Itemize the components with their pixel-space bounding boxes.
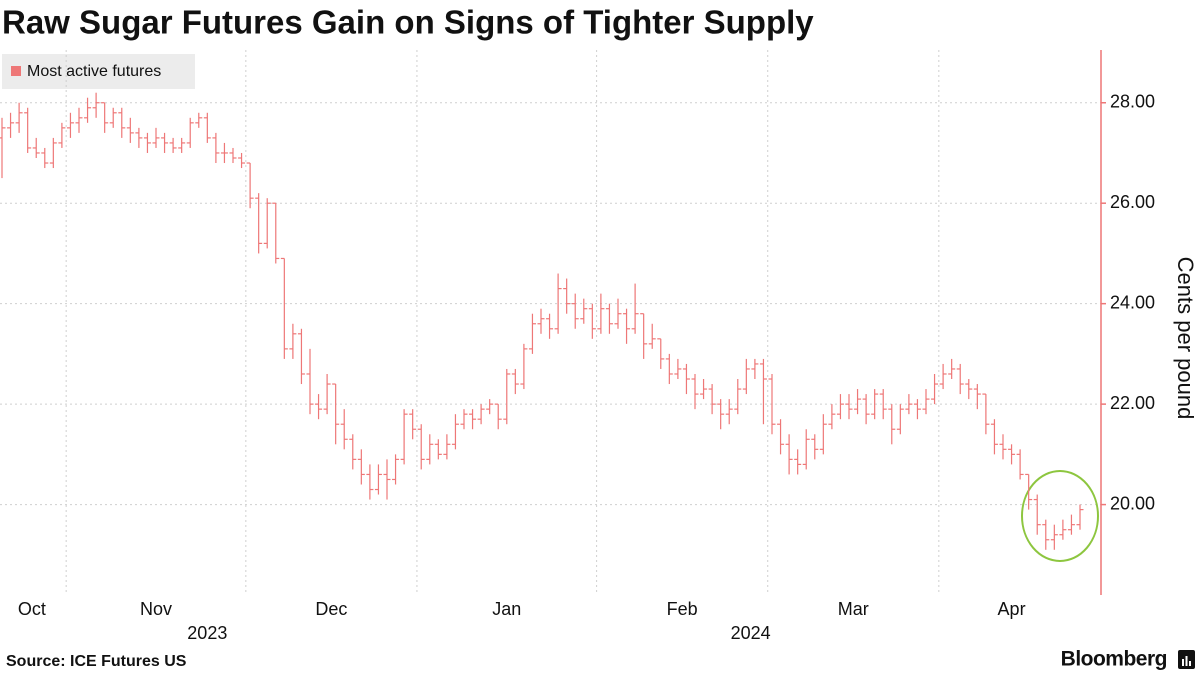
y-tick-label: 20.00 (1110, 493, 1155, 513)
y-tick-label: 24.00 (1110, 292, 1155, 312)
x-tick-label: Jan (492, 599, 521, 619)
year-label: 2024 (731, 623, 771, 643)
y-tick-label: 28.00 (1110, 91, 1155, 111)
x-tick-label: Nov (140, 599, 172, 619)
x-tick-label: Apr (998, 599, 1026, 619)
brand: Bloomberg (1061, 648, 1167, 671)
legend-label: Most active futures (27, 63, 161, 80)
y-tick-label: 22.00 (1110, 393, 1155, 413)
x-tick-label: Oct (18, 599, 46, 619)
brand-icon (1178, 650, 1195, 669)
x-tick-label: Dec (315, 599, 347, 619)
y-tick-label: 26.00 (1110, 192, 1155, 212)
x-tick-label: Mar (838, 599, 869, 619)
highlight-circle (1021, 470, 1099, 562)
year-label: 2023 (187, 623, 227, 643)
source: Source: ICE Futures US (6, 653, 187, 670)
legend-swatch (11, 66, 21, 76)
chart-title: Raw Sugar Futures Gain on Signs of Tight… (2, 4, 814, 41)
x-tick-label: Feb (667, 599, 698, 619)
legend-box (2, 54, 195, 89)
y-axis-title: Cents per pound (1173, 257, 1198, 420)
